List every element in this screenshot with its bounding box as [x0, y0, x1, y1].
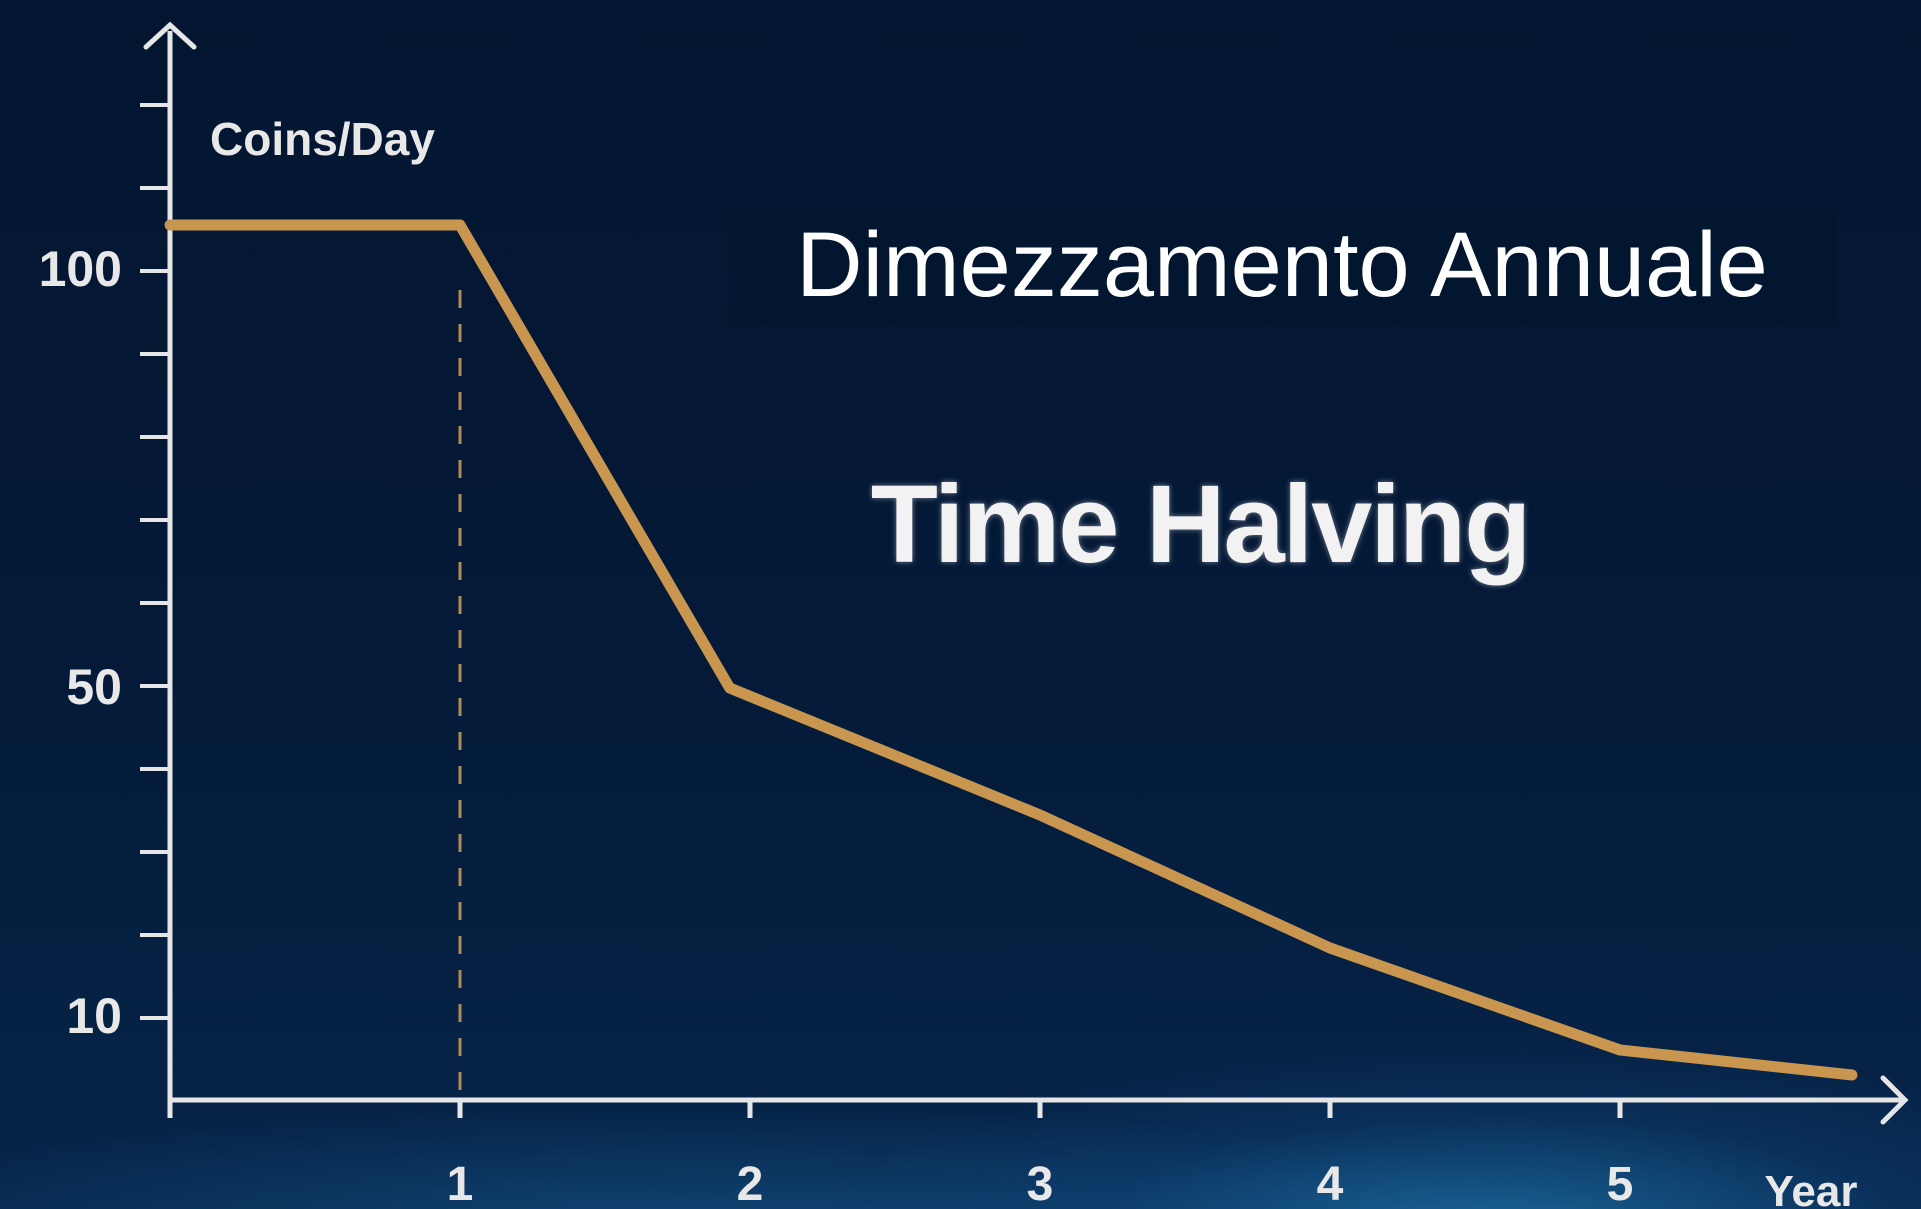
x-tick-label: 1: [447, 1158, 474, 1209]
x-tick-label: 5: [1607, 1158, 1634, 1209]
x-tick-label: 2: [737, 1158, 764, 1209]
y-tick-label: 10: [66, 988, 122, 1044]
chart-title: Time Halving: [870, 463, 1532, 586]
y-axis-arrow: [143, 21, 197, 50]
y-axis-title: Coins/Day: [210, 113, 435, 165]
y-tick-label: 100: [39, 241, 122, 297]
x-axis-title: Year: [1765, 1167, 1858, 1209]
x-axis-arrow: [1880, 1075, 1909, 1125]
y-tick-label: 50: [66, 659, 122, 715]
tick-labels: 1 2 3 4 5 10 100 50 Coins/Day Year: [39, 113, 1858, 1209]
x-tick-label: 3: [1027, 1158, 1054, 1209]
tick-marks: [140, 103, 1623, 1118]
series-group: [164, 219, 1858, 1100]
x-tick-label: 4: [1317, 1158, 1344, 1209]
overlay-title: Dimezzamento Annuale: [728, 205, 1836, 325]
coins-per-day-line: [164, 219, 1858, 1081]
